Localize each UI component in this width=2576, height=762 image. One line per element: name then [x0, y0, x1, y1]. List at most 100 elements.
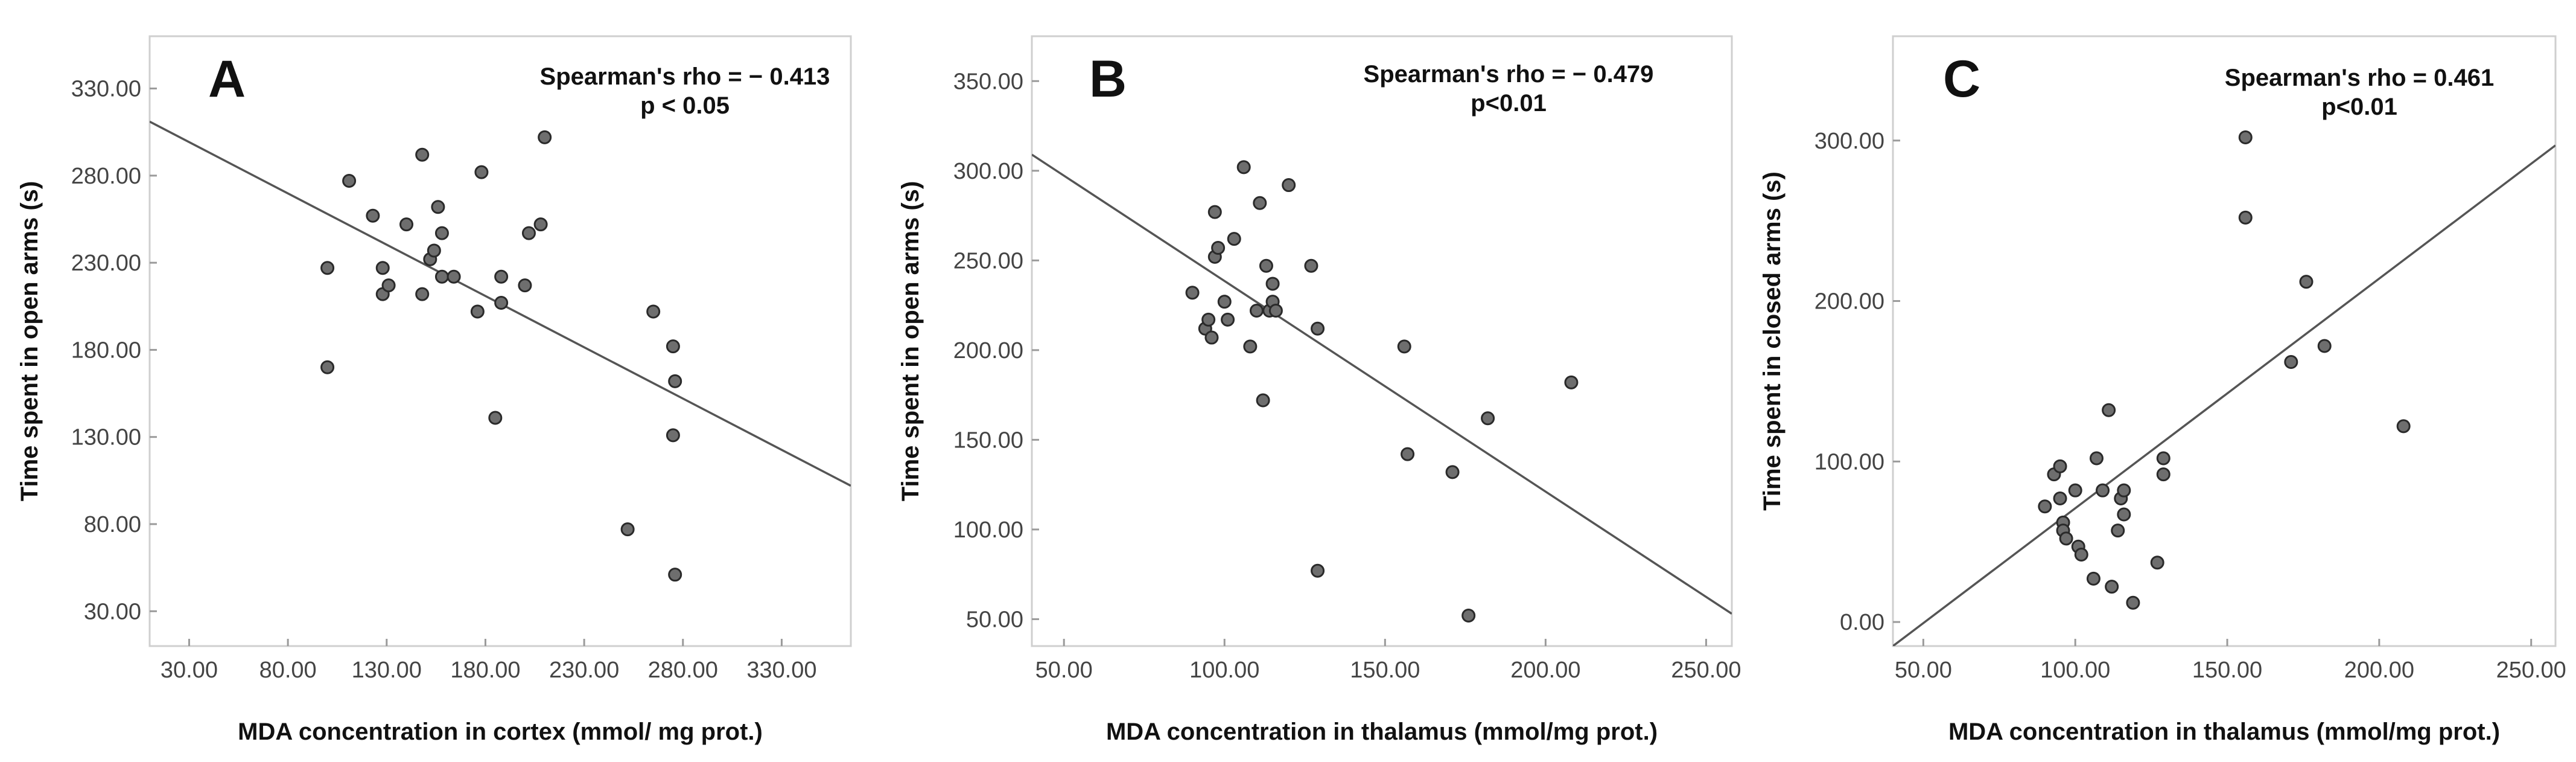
- data-point: [668, 568, 682, 582]
- x-tick-label: 100.00: [1189, 658, 1259, 683]
- data-point: [1185, 286, 1200, 300]
- y-tick-label: 30.00: [84, 599, 141, 624]
- data-point: [1259, 258, 1273, 273]
- data-point: [2089, 451, 2104, 466]
- data-point: [2299, 275, 2314, 289]
- plot-frame: [148, 35, 852, 647]
- y-tick-label: 50.00: [966, 607, 1023, 632]
- data-point: [434, 269, 449, 284]
- spearman-rho-label: Spearman's rho = 0.461: [2225, 65, 2494, 91]
- data-point: [427, 243, 441, 258]
- data-point: [2053, 491, 2067, 505]
- data-point: [538, 130, 552, 144]
- panel-label: A: [208, 50, 246, 108]
- x-tick-label: 130.00: [352, 658, 422, 683]
- x-tick-label: 150.00: [2192, 658, 2262, 683]
- data-point: [2111, 523, 2125, 538]
- data-point: [1243, 339, 1258, 354]
- y-tick-label: 80.00: [84, 512, 141, 537]
- data-point: [2096, 483, 2110, 498]
- y-tick-label: 250.00: [953, 248, 1023, 274]
- data-point: [434, 226, 449, 240]
- data-point: [1211, 241, 1226, 255]
- x-tick-label: 180.00: [450, 658, 520, 683]
- data-point: [2117, 507, 2131, 522]
- data-point: [1207, 205, 1222, 219]
- panel-a: 30.00 80.00 130.00 180.00 230.00 280.00 330.00…: [16, 35, 852, 745]
- data-point: [2074, 548, 2088, 562]
- data-point: [2150, 555, 2164, 570]
- data-point: [666, 339, 680, 354]
- data-point: [2102, 403, 2116, 417]
- data-point: [2059, 531, 2073, 546]
- panel-label: B: [1089, 50, 1127, 108]
- p-value-label: p<0.01: [1471, 90, 1547, 117]
- data-point: [2156, 451, 2171, 466]
- y-tick-label: 100.00: [1814, 449, 1884, 475]
- data-point: [2038, 499, 2052, 514]
- y-tick-label: 230.00: [71, 251, 141, 276]
- data-point: [518, 278, 532, 293]
- x-tick-label: 200.00: [2344, 658, 2414, 683]
- panel-b: 50.00 100.00 150.00 200.00 250.00 50.00 100.00…: [897, 35, 1741, 745]
- x-tick-label: 230.00: [549, 658, 619, 683]
- data-point: [2105, 580, 2119, 594]
- y-tick-label: 350.00: [953, 69, 1023, 94]
- data-point: [415, 147, 430, 162]
- data-point: [1311, 321, 1325, 336]
- data-point: [2068, 483, 2082, 498]
- data-point: [342, 174, 357, 188]
- data-point: [646, 304, 661, 319]
- data-point: [1201, 312, 1216, 327]
- y-tick-label: 180.00: [71, 338, 141, 363]
- p-value-label: p<0.01: [2321, 94, 2397, 120]
- data-point: [2156, 467, 2171, 482]
- x-tick-label: 280.00: [648, 658, 718, 683]
- data-point: [1217, 295, 1232, 309]
- data-point: [1256, 393, 1270, 408]
- y-tick-label: 330.00: [71, 77, 141, 102]
- data-point: [1204, 330, 1219, 345]
- data-point: [1282, 178, 1296, 193]
- regression-line: [1032, 153, 1732, 615]
- data-point: [1564, 375, 1579, 389]
- data-point: [494, 296, 509, 310]
- data-point: [2317, 339, 2332, 353]
- y-tick-label: 100.00: [953, 517, 1023, 543]
- data-point: [320, 261, 335, 275]
- data-point: [521, 226, 536, 240]
- data-point: [1265, 277, 1280, 291]
- data-point: [2126, 595, 2140, 610]
- plot-frame: [1892, 35, 2557, 647]
- data-point: [1236, 160, 1251, 174]
- data-point: [488, 411, 503, 425]
- data-point: [366, 208, 380, 223]
- y-tick-label: 200.00: [1814, 289, 1884, 315]
- data-point: [320, 360, 335, 374]
- x-tick-label: 100.00: [2040, 658, 2110, 683]
- plot-frame: [1031, 35, 1733, 647]
- y-tick-label: 0.00: [1840, 610, 1884, 635]
- data-point: [1445, 465, 1460, 479]
- panel-c-marks: 50.00 100.00 150.00 200.00 250.00 0.00 100.00 2…: [1814, 129, 2566, 683]
- y-tick-label: 200.00: [953, 338, 1023, 363]
- data-point: [1253, 196, 1267, 210]
- data-point: [2053, 459, 2067, 473]
- y-tick-label: 300.00: [953, 159, 1023, 184]
- x-tick-label: 80.00: [259, 658, 317, 683]
- data-point: [1311, 563, 1325, 578]
- panel-c: 50.00 100.00 150.00 200.00 250.00 0.00 100.00 2…: [1759, 35, 2566, 745]
- y-tick-label: 150.00: [953, 427, 1023, 453]
- data-point: [1461, 609, 1476, 623]
- regression-line: [1893, 144, 2555, 646]
- data-point: [1227, 232, 1241, 246]
- x-tick-label: 200.00: [1510, 658, 1580, 683]
- data-point: [620, 522, 635, 537]
- data-point: [1401, 447, 1415, 461]
- x-tick-label: 50.00: [1895, 658, 1952, 683]
- data-point: [668, 374, 682, 388]
- data-point: [2238, 210, 2253, 225]
- panel-a-marks: 30.00 80.00 130.00 180.00 230.00 280.00 330.00…: [71, 77, 851, 683]
- y-axis-label: Time spent in open arms (s): [16, 181, 43, 502]
